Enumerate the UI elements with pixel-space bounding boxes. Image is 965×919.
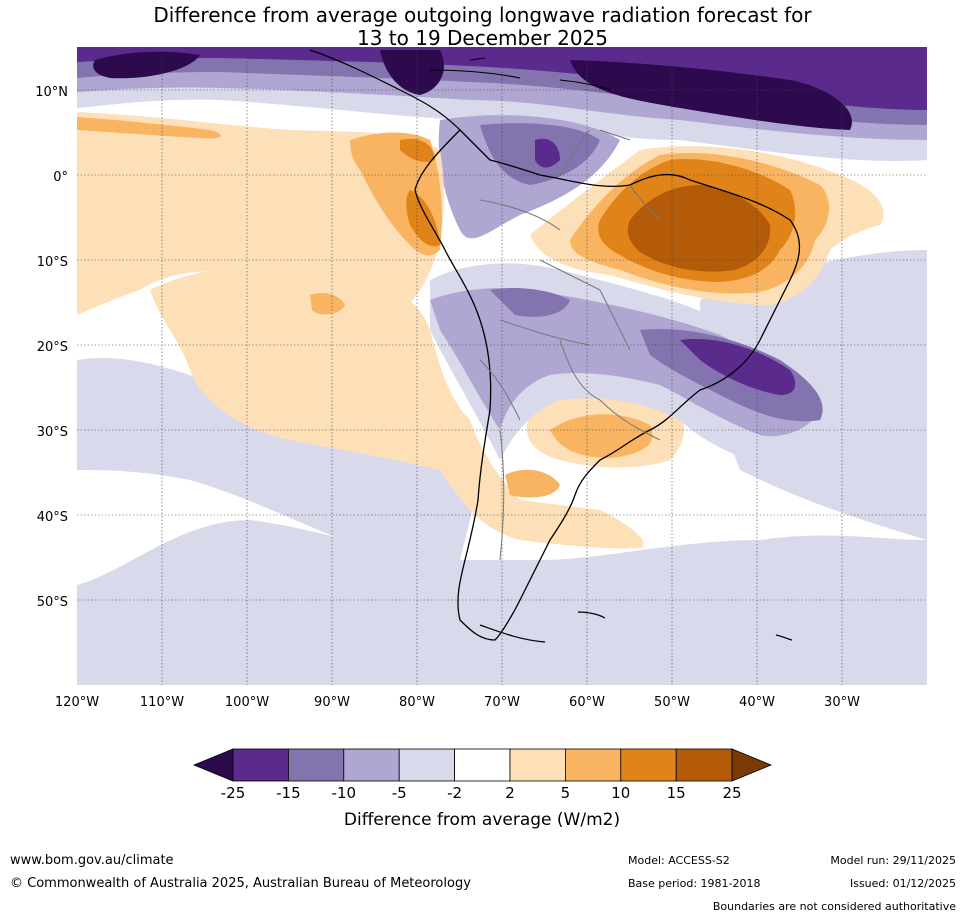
lon-label-60w: 60°W [569,695,605,710]
colorbar-extend-high [731,748,773,782]
colorbar-tick-pos25: 25 [722,784,741,802]
lon-label-30w: 30°W [824,695,860,710]
website-link[interactable]: www.bom.gov.au/climate [10,853,174,868]
colorbar-bin-pos2-pos5 [509,748,566,782]
longitude-labels: 120°W 110°W 100°W 90°W 80°W 70°W 60°W 50… [55,695,860,710]
colorbar-bin-neg15-neg10 [287,748,345,782]
lon-label-90w: 90°W [314,695,350,710]
lat-label-20s: 20°S [37,340,68,355]
colorbar-bin-pos15-pos25 [675,748,733,782]
colorbar-tick-neg15: -15 [276,784,301,802]
pos2-5-south-pacific [150,265,644,549]
country-borders [479,129,661,561]
pos10-15-peru-coast [400,138,435,162]
neg10-neg5-central-sa [430,288,820,437]
caribbean-islands [429,57,611,91]
neg5-neg2-southern-band [77,358,480,600]
lt-neg25-central-america [380,50,444,95]
lt-neg25-east-pacific [93,51,200,79]
lat-label-10n: 10°N [35,85,68,100]
chart-title: Difference from average outgoing longwav… [0,4,965,50]
neg25-neg15-eastern-brazil [680,339,796,395]
colorbar-bin-neg25-neg15 [232,748,289,782]
issued-date: Issued: 01/12/2025 [849,877,956,890]
lon-label-50w: 50°W [654,695,690,710]
colorbar-bin-neg2-pos2 [454,748,511,782]
lon-label-120w: 120°W [55,695,99,710]
pos15-25-brazil [627,185,771,272]
title-line-2: 13 to 19 December 2025 [356,26,608,50]
lon-label-80w: 80°W [399,695,435,710]
colorbar-tick-neg2: -2 [447,784,462,802]
latitude-labels: 10°N 0° 10°S 20°S 30°S 40°S 50°S [35,85,68,610]
colorbar-bin-pos5-pos10 [565,748,622,782]
colorbar-tick-neg10: -10 [332,784,357,802]
pos5-10-patagonia [505,469,560,498]
lat-label-0: 0° [53,170,68,185]
pos5-10-pampas [550,414,653,458]
colorbar: -25 -15 -10 -5 -2 2 5 10 15 25 Differenc… [192,748,773,830]
central-america-coastline [309,49,461,131]
colorbar-bin-neg5-neg2 [398,748,456,782]
gridlines [77,47,927,685]
colorbar-tick-pos15: 15 [667,784,686,802]
lat-label-50s: 50°S [37,595,68,610]
lon-label-100w: 100°W [225,695,269,710]
base-period: Base period: 1981-2018 [628,877,761,890]
lat-label-40s: 40°S [37,510,68,525]
lat-label-30s: 30°S [37,425,68,440]
pos10-15-ecuador [406,190,440,247]
colorbar-tick-pos2: 2 [505,784,515,802]
neg5-neg2-far-south [77,520,927,685]
coastlines [309,49,801,643]
lat-label-10s: 10°S [37,255,68,270]
model-run-date: Model run: 29/11/2025 [830,854,956,867]
neg25-neg15-colombia [535,138,560,168]
colorbar-tick-neg5: -5 [392,784,407,802]
pos5-10-pacific-north [77,117,221,139]
tierra-del-fuego [479,611,793,643]
lon-label-70w: 70°W [484,695,520,710]
neg25-neg15-north-band [77,47,927,110]
colorbar-tick-neg25: -25 [221,784,246,802]
colorbar-bin-pos10-pos15 [620,748,677,782]
lt-neg25-caribbean [570,60,852,130]
colorbar-title: Difference from average (W/m2) [344,810,620,830]
title-line-1: Difference from average outgoing longwav… [153,3,812,27]
south-america-coastline [414,129,801,641]
colorbar-tick-pos10: 10 [611,784,630,802]
model-name: Model: ACCESS-S2 [628,854,730,867]
pos5-10-south-pacific-patch [310,293,345,315]
boundaries-disclaimer: Boundaries are not considered authoritat… [712,900,956,913]
colorbar-bin-neg10-neg5 [343,748,400,782]
colorbar-tick-pos5: 5 [561,784,571,802]
lon-label-40w: 40°W [739,695,775,710]
copyright-notice: © Commonwealth of Australia 2025, Austra… [10,876,471,891]
lon-label-110w: 110°W [140,695,184,710]
neg15-neg10-bolivia [490,288,570,317]
colorbar-extend-low [192,748,234,782]
